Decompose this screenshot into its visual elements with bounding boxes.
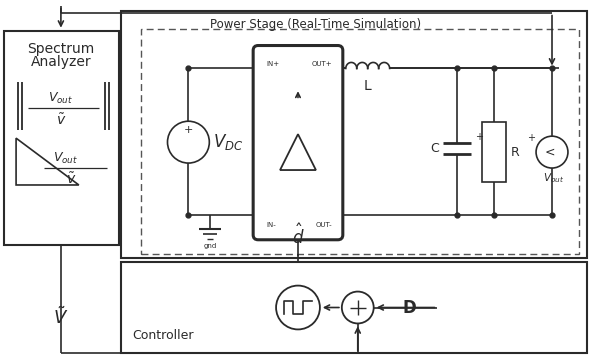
- Text: Power Stage (Real-Time Simulation): Power Stage (Real-Time Simulation): [210, 18, 421, 31]
- Text: $V_{out}$: $V_{out}$: [543, 171, 565, 185]
- FancyBboxPatch shape: [253, 45, 343, 240]
- Text: $V_{DC}$: $V_{DC}$: [214, 132, 244, 152]
- Text: IN+: IN+: [266, 62, 279, 67]
- Text: +: +: [527, 133, 535, 143]
- Text: gnd: gnd: [204, 243, 217, 249]
- Bar: [4, 31, 119, 245]
- Text: R: R: [511, 145, 520, 159]
- Text: $\tilde{v}$: $\tilde{v}$: [65, 171, 76, 187]
- Text: Spectrum: Spectrum: [27, 41, 94, 55]
- Bar: [140, 28, 579, 254]
- Circle shape: [342, 292, 373, 323]
- Text: C: C: [431, 141, 440, 155]
- Bar: [121, 11, 587, 258]
- Text: D: D: [402, 298, 417, 316]
- Circle shape: [276, 285, 320, 329]
- Circle shape: [536, 136, 568, 168]
- Text: +: +: [183, 125, 193, 135]
- Text: $V_{out}$: $V_{out}$: [48, 91, 74, 106]
- Text: Analyzer: Analyzer: [31, 55, 91, 69]
- Bar: [482, 122, 506, 182]
- Text: <: <: [545, 145, 555, 159]
- Bar: [121, 262, 587, 353]
- Text: $\tilde{v}$: $\tilde{v}$: [55, 112, 66, 128]
- Text: $V_{out}$: $V_{out}$: [53, 150, 78, 166]
- Text: OUT+: OUT+: [312, 62, 332, 67]
- Polygon shape: [280, 134, 316, 170]
- Circle shape: [168, 121, 209, 163]
- Text: +: +: [476, 132, 483, 142]
- Text: L: L: [364, 79, 372, 93]
- Text: $\hat{d}$: $\hat{d}$: [291, 224, 304, 248]
- Text: Controller: Controller: [133, 329, 194, 342]
- Text: $\tilde{V}$: $\tilde{V}$: [53, 307, 68, 328]
- Text: OUT-: OUT-: [315, 222, 332, 228]
- Text: IN-: IN-: [266, 222, 276, 228]
